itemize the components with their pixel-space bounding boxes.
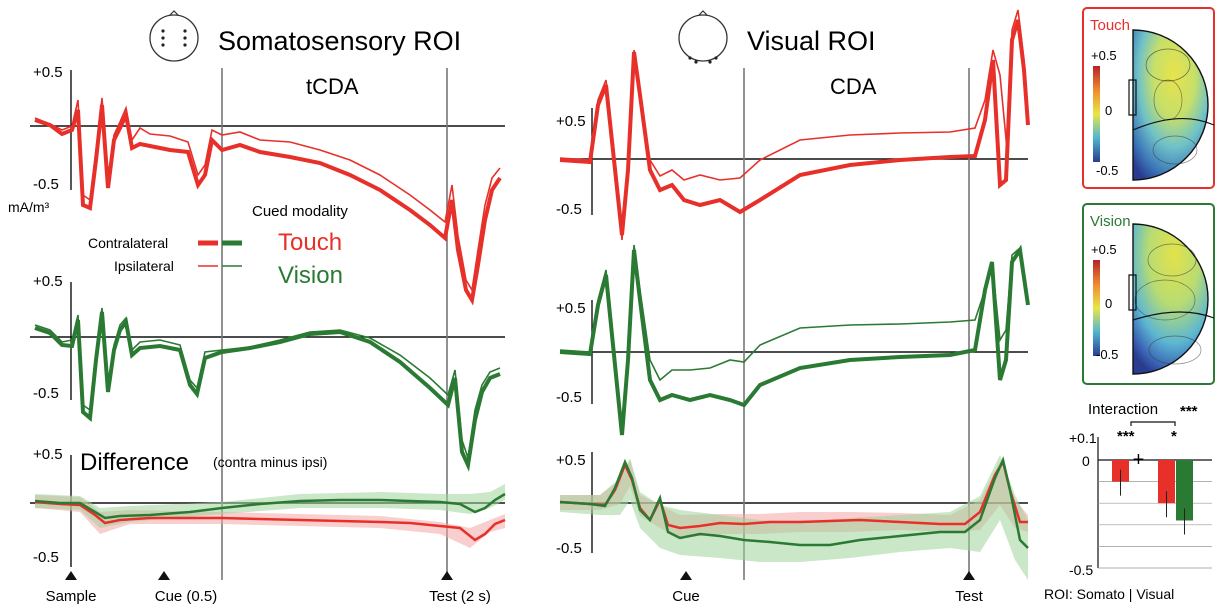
- tcda-label: tCDA: [306, 74, 359, 99]
- event-sample: Sample: [46, 588, 97, 605]
- interaction-label: Interaction: [1088, 401, 1158, 418]
- event-test-left: Test (2 s): [429, 588, 491, 605]
- bar-yzero-label: 0: [1082, 453, 1090, 469]
- visual-sig: *: [1171, 428, 1177, 445]
- test-marker-left: [441, 571, 453, 580]
- somato-touch-neg-tick: -0.5: [33, 176, 59, 193]
- interaction-sig: ***: [1180, 403, 1198, 420]
- touch-map-pos: +0.5: [1091, 48, 1117, 63]
- somato-touch-pos-tick: +0.5: [33, 64, 63, 81]
- left-title: Somatosensory ROI: [218, 26, 461, 56]
- event-cue-right: Cue: [672, 588, 700, 605]
- somato-diff-touch-line: [34, 500, 506, 542]
- visual-touch-neg-tick: -0.5: [556, 201, 582, 218]
- difference-label: Difference: [80, 449, 189, 476]
- visual-event-lines: [743, 68, 970, 580]
- somato-touch-contra-line: [34, 104, 502, 306]
- bar-visual-touch: [1158, 460, 1175, 504]
- sample-marker: [65, 571, 77, 580]
- visual-touch-pos-tick: +0.5: [556, 113, 586, 130]
- cue-marker-right: [680, 571, 692, 580]
- cue-marker-left: [158, 571, 170, 580]
- visual-diff-neg-tick: -0.5: [556, 540, 582, 557]
- event-cue-left: Cue (0.5): [155, 588, 218, 605]
- head-somato-icon: [149, 10, 199, 62]
- somato-diff-vision-line: [34, 492, 506, 520]
- somato-vision-pos-tick: +0.5: [33, 273, 63, 290]
- bar-xlabel: ROI: Somato | Visual: [1044, 586, 1174, 602]
- difference-sub-label: (contra minus ipsi): [213, 454, 327, 470]
- touch-map-head: [1132, 29, 1209, 181]
- touch-map-neg: -0.5: [1096, 163, 1118, 178]
- touch-map-panel: Touch +0.5 0 -0.5: [1082, 7, 1215, 189]
- head-visual-icon: [678, 10, 728, 64]
- unit-label: mA/m³: [8, 199, 50, 215]
- visual-vision-contra-line: [559, 244, 1030, 436]
- touch-map-colorbar: [1093, 66, 1100, 162]
- bar-ybottom-label: -0.5: [1069, 562, 1093, 578]
- somato-diff-neg-tick: -0.5: [33, 549, 59, 566]
- event-test-right: Test: [955, 588, 983, 605]
- vision-map-panel: Vision +0.5 0 -0.5: [1082, 203, 1215, 385]
- bar-visual-vision: [1176, 460, 1193, 521]
- interaction-bracket: [1130, 421, 1176, 426]
- somato-vision-contra-line: [34, 311, 501, 472]
- vision-map-pos: +0.5: [1091, 242, 1117, 257]
- vision-map-head: [1132, 223, 1209, 375]
- touch-map-title: Touch: [1090, 17, 1130, 34]
- legend-ipsilateral: Ipsilateral: [114, 258, 174, 274]
- vision-map-neg: -0.5: [1096, 347, 1118, 362]
- test-marker-right: [963, 571, 975, 580]
- legend-touch: Touch: [278, 229, 342, 256]
- somato-diff-pos-tick: +0.5: [33, 446, 63, 463]
- right-title: Visual ROI: [747, 26, 876, 56]
- touch-map-zero: 0: [1105, 103, 1112, 118]
- vision-map-zero: 0: [1105, 296, 1112, 311]
- visual-vision-pos-tick: +0.5: [556, 300, 586, 317]
- legend-contralateral: Contralateral: [88, 235, 168, 251]
- visual-diff-vision-line: [559, 456, 1029, 549]
- somato-diff-touch-band: [35, 495, 505, 548]
- visual-diff-pos-tick: +0.5: [556, 452, 586, 469]
- somato-vision-marker: +: [1133, 449, 1145, 471]
- somato-sig: ***: [1117, 428, 1135, 445]
- visual-touch-contra-line: [559, 19, 1030, 236]
- vision-map-title: Vision: [1090, 213, 1131, 230]
- legend-vision: Vision: [278, 262, 343, 289]
- visual-vision-neg-tick: -0.5: [556, 389, 582, 406]
- bar-ytop-label: +0.1: [1069, 430, 1097, 446]
- somato-vision-neg-tick: -0.5: [33, 385, 59, 402]
- vision-map-colorbar: [1093, 260, 1100, 356]
- legend-cued-modality: Cued modality: [252, 203, 348, 220]
- cda-label: CDA: [830, 74, 877, 99]
- visual-diff-vision-band: [560, 455, 1028, 580]
- interaction-bar-chart: Interaction *** *** * +0.1 0 -0.5 ROI: S…: [1044, 401, 1212, 602]
